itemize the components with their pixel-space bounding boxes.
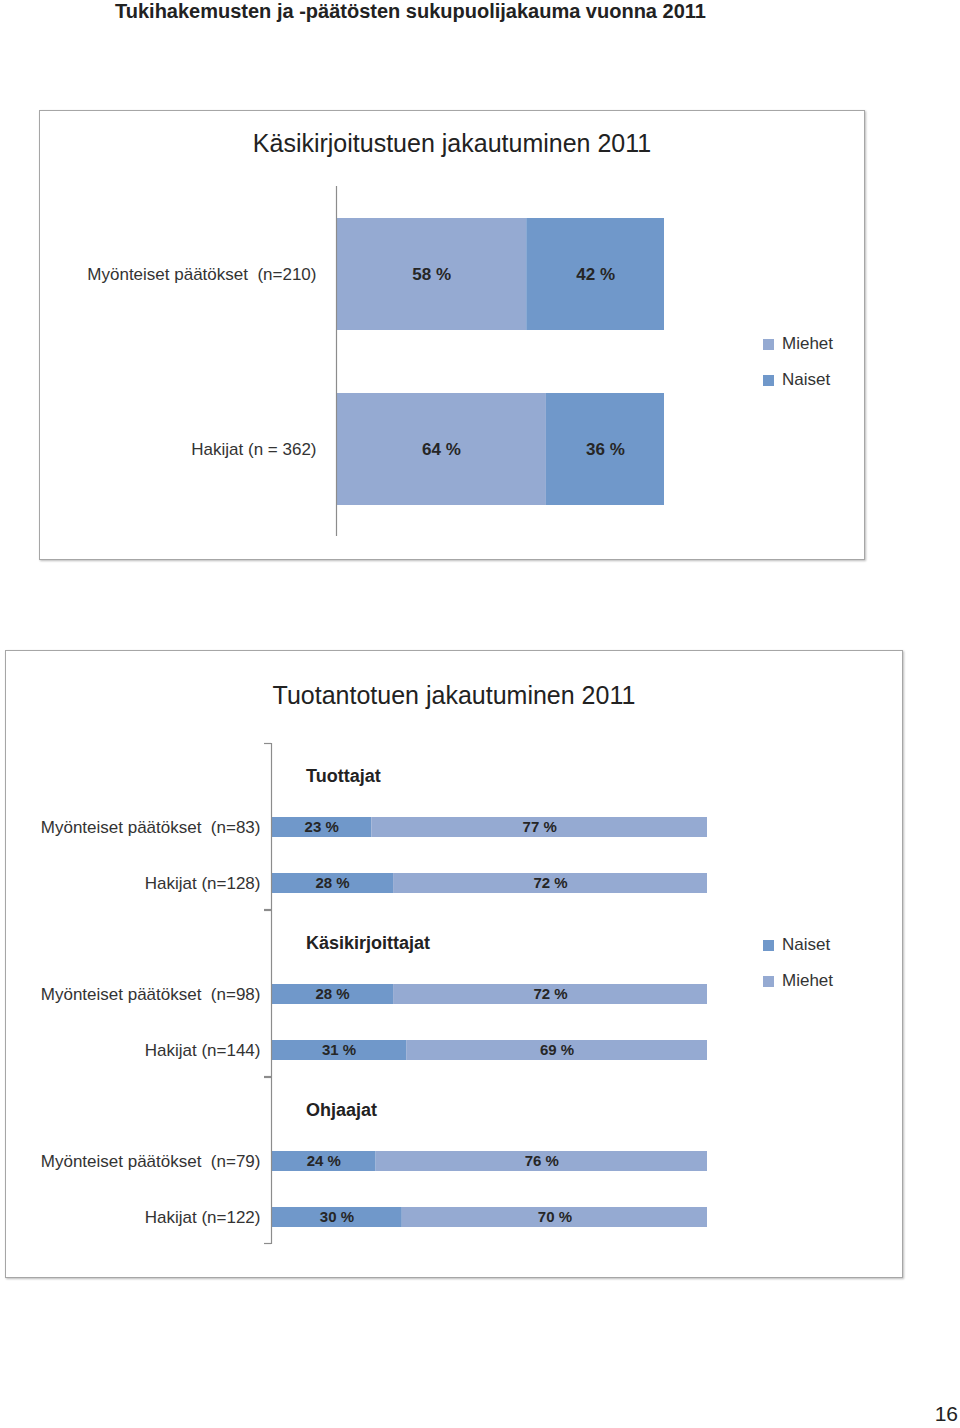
- svg-text:Hakijat (n = 362): Hakijat (n = 362): [191, 440, 316, 459]
- html-text:Miehet: Miehet: [782, 971, 833, 990]
- html-text:Käsikirjoitustuen jakautuminen: Käsikirjoitustuen jakautuminen 2011: [252, 129, 652, 157]
- svg-text:31 %: 31 %: [322, 1041, 356, 1058]
- svg-text:72 %: 72 %: [533, 874, 567, 891]
- svg-text:70 %: 70 %: [538, 1208, 572, 1225]
- svg-text:28 %: 28 %: [315, 985, 349, 1002]
- svg-text:69 %: 69 %: [540, 1041, 574, 1058]
- svg-text:Hakijat (n=144): Hakijat (n=144): [145, 1041, 261, 1060]
- svg-text:23 %: 23 %: [305, 818, 339, 835]
- svg-text:Myönteiset päätökset (n=83): Myönteiset päätökset (n=83): [41, 818, 261, 837]
- svg-text:58 %: 58 %: [412, 265, 451, 284]
- svg-text:72 %: 72 %: [533, 985, 567, 1002]
- svg-text:76 %: 76 %: [525, 1152, 559, 1169]
- svg-text:77 %: 77 %: [523, 818, 557, 835]
- svg-text:Hakijat (n=122): Hakijat (n=122): [145, 1208, 261, 1227]
- html-text:Käsikirjoittajat: Käsikirjoittajat: [306, 933, 430, 953]
- svg-text:Myönteiset päätökset (n=79): Myönteiset päätökset (n=79): [41, 1152, 261, 1171]
- svg-text:Hakijat (n=128): Hakijat (n=128): [145, 874, 261, 893]
- html-text:Naiset: Naiset: [782, 370, 831, 389]
- svg-text:42 %: 42 %: [576, 265, 615, 284]
- html-text:Naiset: Naiset: [782, 935, 831, 954]
- html-text:Tuottajat: Tuottajat: [306, 766, 381, 786]
- svg-text:36 %: 36 %: [586, 440, 625, 459]
- html-text:Tukihakemusten ja -päätösten s: Tukihakemusten ja -päätösten sukupuolija…: [115, 0, 706, 22]
- svg-text:64 %: 64 %: [422, 440, 461, 459]
- svg-text:24 %: 24 %: [307, 1152, 341, 1169]
- html-text:Miehet: Miehet: [782, 334, 833, 353]
- svg-text:Myönteiset päätökset (n=98): Myönteiset päätökset (n=98): [41, 985, 261, 1004]
- svg-text:30 %: 30 %: [320, 1208, 354, 1225]
- html-text:Ohjaajat: Ohjaajat: [306, 1100, 377, 1120]
- svg-text:Myönteiset päätökset (n=210): Myönteiset päätökset (n=210): [87, 265, 316, 284]
- html-text:Tuotantotuen jakautuminen 2011: Tuotantotuen jakautuminen 2011: [272, 681, 636, 709]
- svg-text:28 %: 28 %: [315, 874, 349, 891]
- html-text:16: 16: [934, 1402, 958, 1425]
